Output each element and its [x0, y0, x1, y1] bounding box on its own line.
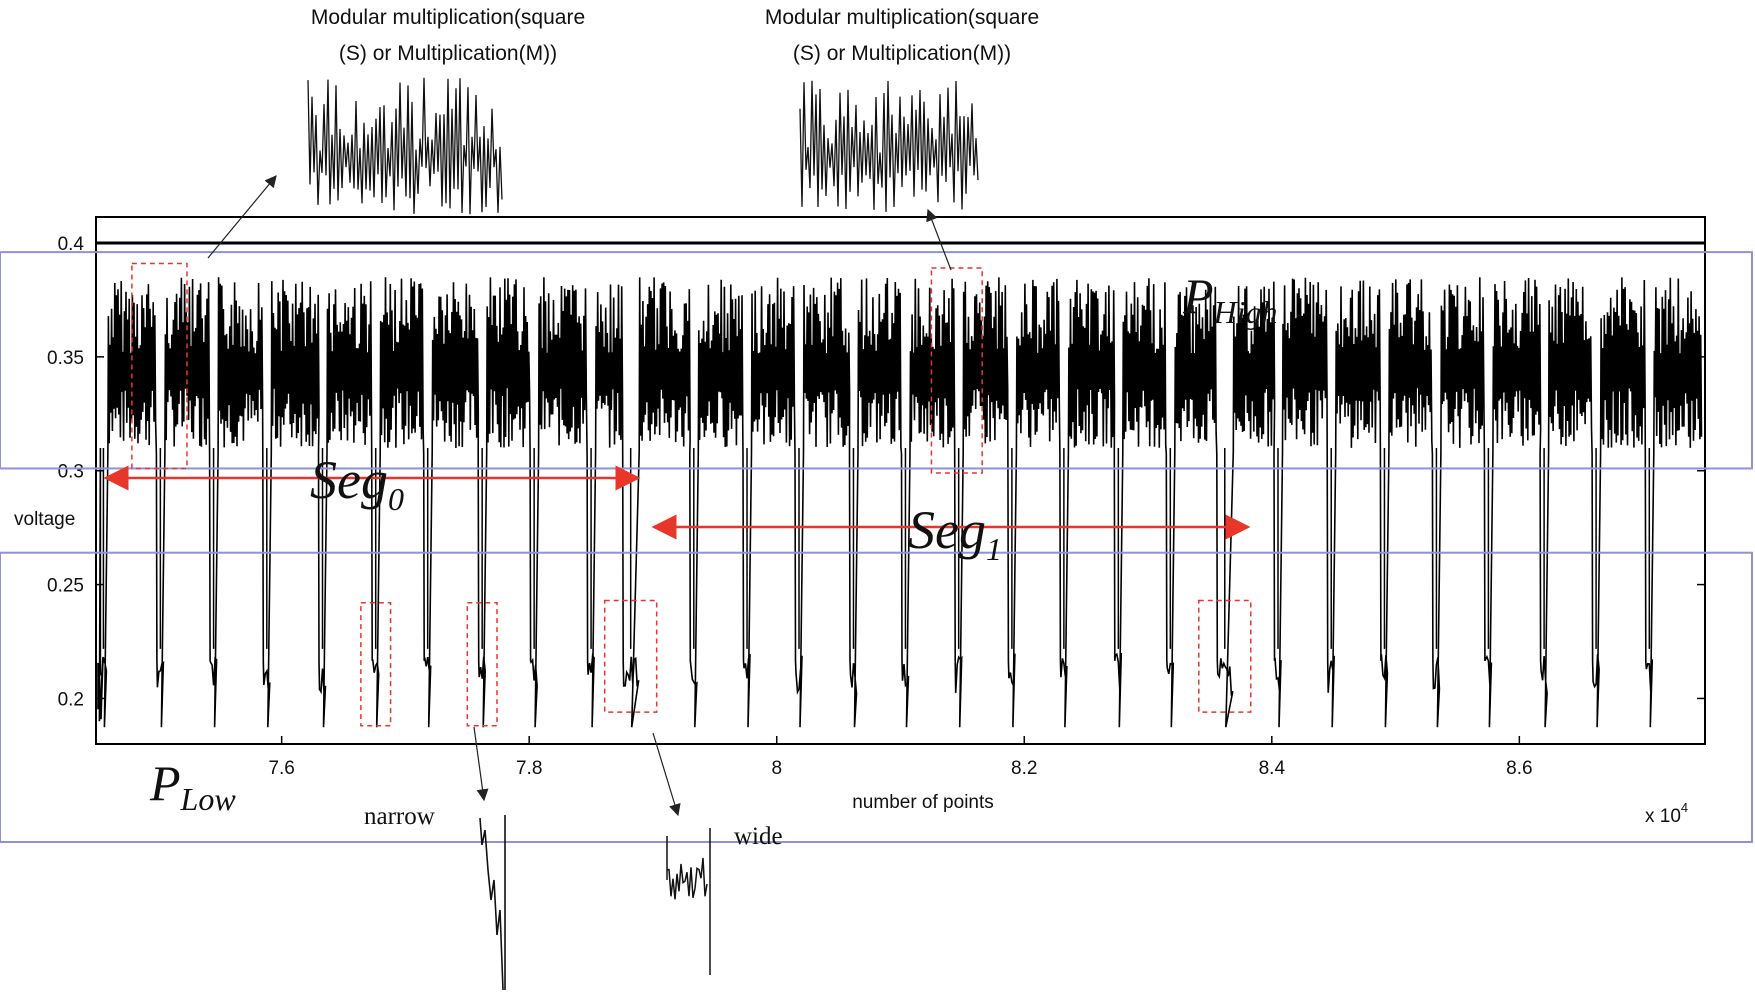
plot-area-frame	[95, 216, 1706, 745]
y-tick-label: 0.25	[47, 576, 84, 597]
inset-square-trace	[307, 77, 503, 215]
p-low-band	[0, 551, 1753, 844]
y-tick-label: 0.2	[58, 689, 84, 710]
p-high-subscript: High	[1213, 294, 1278, 330]
p-low-label: PLow	[149, 755, 236, 817]
x-tick-label: 8.2	[1011, 758, 1037, 779]
p-low-main: P	[149, 755, 181, 811]
x-scale-base: x 10	[1645, 806, 1681, 827]
wide-dip-box	[1198, 599, 1252, 713]
inset-narrow-trace	[479, 817, 504, 991]
x-tick-label: 7.8	[516, 758, 542, 779]
ms-label-2-line1: Modular multiplication(square	[765, 6, 1039, 29]
p-high-band	[0, 251, 1753, 470]
seg1-subscript: 1	[986, 531, 1002, 567]
p-low-subscript: Low	[180, 781, 237, 817]
wide-label: wide	[734, 823, 783, 850]
y-tick-label: 0.4	[58, 234, 85, 255]
power-trace-series	[97, 277, 1703, 728]
p-high-label: PHigh	[1182, 268, 1278, 330]
narrow-label: narrow	[364, 803, 435, 830]
x-scale-label: x 104	[1645, 800, 1688, 827]
callout-line-s2	[926, 208, 952, 271]
ms-label-1-line2: (S) or Multiplication(M))	[339, 42, 557, 65]
narrow-dip-box	[466, 602, 498, 727]
seg0-main: Seg	[310, 450, 388, 510]
p-high-main: P	[1182, 268, 1214, 324]
axis-ticks: 0.2 0.25 0.3 0.35 0.4 7.6 7.8 8 8.2 8.4 8.6	[47, 234, 1705, 779]
ms-label-2-line2: (S) or Multiplication(M))	[793, 42, 1011, 65]
seg1-label: Seg1	[908, 500, 1002, 567]
signal-trace	[97, 277, 1703, 728]
y-tick-label: 0.35	[47, 348, 84, 369]
inset-multiply-trace	[799, 80, 979, 212]
ms-box-square	[131, 262, 188, 470]
narrow-dip-box	[360, 602, 392, 727]
x-axis-label: number of points	[852, 792, 994, 813]
ms-box-multiply	[930, 267, 983, 474]
highlight-boxes	[131, 262, 1252, 727]
x-scale-exponent: 4	[1681, 800, 1688, 815]
y-axis-label: voltage	[14, 509, 75, 530]
x-tick-label: 7.6	[268, 758, 294, 779]
y-tick-label: 0.3	[58, 462, 84, 483]
callout-line-s1	[207, 175, 277, 259]
zoom-insets	[307, 77, 979, 991]
x-tick-label: 8	[771, 758, 782, 779]
wide-dip-box	[603, 599, 658, 713]
seg1-main: Seg	[908, 500, 986, 560]
seg0-label: Seg0	[310, 450, 404, 517]
ms-label-1-line1: Modular multiplication(square	[311, 6, 585, 29]
callout-line-wide	[652, 732, 681, 817]
callout-line-narrow	[473, 726, 489, 802]
seg0-subscript: 0	[388, 481, 404, 517]
x-tick-label: 8.6	[1506, 758, 1532, 779]
inset-wide-trace	[666, 857, 708, 900]
x-tick-label: 8.4	[1259, 758, 1286, 779]
